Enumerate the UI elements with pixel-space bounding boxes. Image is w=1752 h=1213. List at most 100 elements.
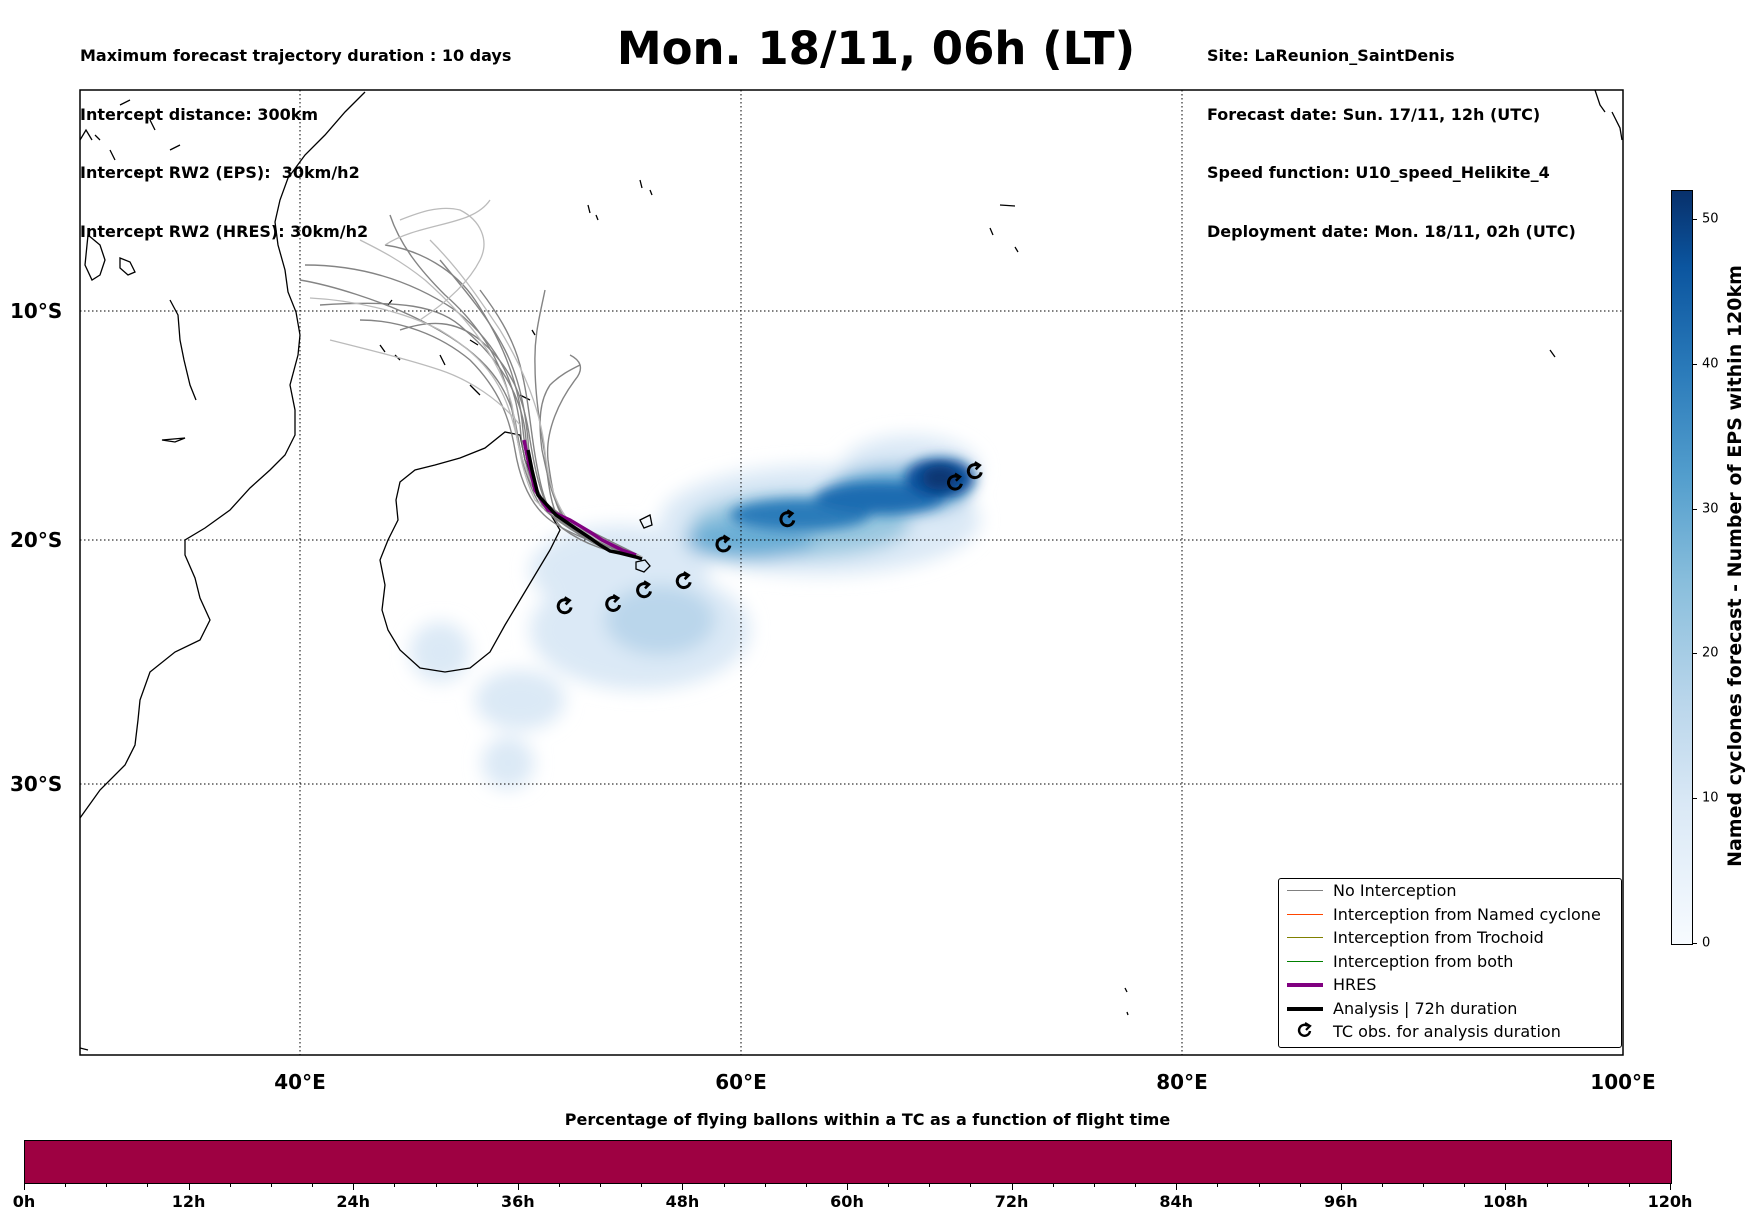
header-right: Site: LaReunion_SaintDenis Forecast date… <box>1207 7 1576 261</box>
tc-observation-marker <box>947 472 963 491</box>
flight-bar-minor-tick <box>558 1183 560 1187</box>
map-frame <box>79 89 1624 1056</box>
lon-label: 100°E <box>1590 1070 1656 1094</box>
legend-item: HRES <box>1279 973 1621 996</box>
flight-bar-tick <box>1011 1183 1013 1190</box>
coastlines <box>80 90 1623 1051</box>
flight-bar-tick <box>1505 1183 1507 1190</box>
africa-coastline <box>80 91 366 819</box>
header-right-line: Site: LaReunion_SaintDenis <box>1207 46 1455 65</box>
legend-label: Analysis | 72h duration <box>1333 998 1518 1018</box>
mozambique-channel-islands <box>169 299 197 401</box>
colorbar-tick <box>1692 219 1697 220</box>
flight-bar-minor-tick <box>1217 1183 1219 1187</box>
flight-bar-tick-label: 96h <box>1323 1192 1358 1211</box>
flight-bar-minor-tick <box>394 1183 396 1187</box>
lat-label: 20°S <box>10 528 63 552</box>
header-left-line: Intercept RW2 (EPS): 30km/h2 <box>80 163 360 182</box>
reunion-coastline <box>635 559 651 573</box>
tc-observation-marker <box>779 509 796 528</box>
madagascar-coastline <box>379 431 561 673</box>
legend-label: No Interception <box>1333 881 1457 900</box>
lon-label: 60°E <box>715 1070 767 1094</box>
flight-bar-title: Percentage of flying ballons within a TC… <box>564 1110 1171 1129</box>
flight-bar-minor-tick <box>270 1183 272 1187</box>
colorbar-tick <box>1692 653 1697 654</box>
header-right-line: Deployment date: Mon. 18/11, 02h (UTC) <box>1207 221 1576 241</box>
flight-bar-minor-tick <box>1464 1183 1466 1187</box>
flight-bar-minor-tick <box>229 1183 231 1187</box>
flight-bar-tick-label: 84h <box>1159 1192 1194 1211</box>
flight-bar-minor-tick <box>929 1183 931 1187</box>
flight-bar-minor-tick <box>970 1183 972 1187</box>
map-legend: No Interception Interception from Named … <box>1278 878 1622 1048</box>
flight-bar-minor-tick <box>1135 1183 1137 1187</box>
flight-bar-tick <box>1670 1183 1671 1190</box>
flight-bar-tick-label: 48h <box>665 1192 700 1211</box>
flight-bar-minor-tick <box>1052 1183 1054 1187</box>
tc-observation-marker <box>605 594 622 612</box>
legend-swatch <box>1287 960 1323 962</box>
colorbar-tick-label: 40 <box>1702 356 1719 372</box>
flight-bar-tick <box>188 1183 190 1190</box>
gridlines <box>80 90 1623 1055</box>
header-left-line: Intercept RW2 (HRES): 30km/h2 <box>80 221 369 241</box>
flight-bar-minor-tick <box>1546 1183 1548 1187</box>
tc-observation-marker <box>556 596 573 615</box>
legend-label: TC obs. for analysis duration <box>1333 1022 1561 1041</box>
header-left-line: Maximum forecast trajectory duration : 1… <box>80 46 512 65</box>
flight-bar-minor-tick <box>1381 1183 1383 1187</box>
flight-bar-minor-tick <box>805 1183 807 1187</box>
flight-bar-minor-tick <box>1299 1183 1301 1187</box>
legend-item: No Interception <box>1279 879 1621 902</box>
legend-swatch <box>1287 913 1323 915</box>
flight-bar-minor-tick <box>888 1183 890 1187</box>
tc-observation-marker <box>715 534 732 553</box>
colorbar-title: Named cyclones forecast - Number of EPS … <box>1724 265 1746 867</box>
flight-bar-tick-label: 72h <box>994 1192 1029 1211</box>
flight-bar-tick <box>682 1183 684 1190</box>
flight-bar-tick-label: 24h <box>336 1192 371 1211</box>
legend-label: Interception from Named cyclone <box>1333 904 1601 924</box>
flight-bar-tick-label: 120h <box>1647 1192 1693 1211</box>
colorbar-tick <box>1692 943 1697 944</box>
flight-bar-minor-tick <box>1587 1183 1589 1187</box>
flight-bar-minor-tick <box>147 1183 149 1187</box>
colorbar-tick-label: 50 <box>1702 211 1719 227</box>
colorbar-tick <box>1692 798 1697 799</box>
header-right-line: Forecast date: Sun. 17/11, 12h (UTC) <box>1207 104 1541 124</box>
lat-label: 30°S <box>10 772 63 796</box>
tc-observation-marker <box>675 571 692 589</box>
legend-swatch <box>1287 983 1323 987</box>
flight-bar-minor-tick <box>1423 1183 1425 1187</box>
flight-bar-minor-tick <box>106 1183 108 1187</box>
colorbar-tick-label: 10 <box>1702 790 1719 806</box>
flight-bar-minor-tick <box>476 1183 478 1187</box>
flight-bar-tick <box>1340 1183 1342 1190</box>
tc-observation-markers <box>556 461 983 615</box>
flight-bar-tick-label: 36h <box>500 1192 535 1211</box>
lon-label: 40°E <box>274 1070 326 1094</box>
legend-item: Interception from both <box>1279 950 1621 973</box>
flight-bar-minor-tick <box>1093 1183 1095 1187</box>
flight-bar-tick <box>517 1183 519 1190</box>
legend-item: TC obs. for analysis duration <box>1279 1020 1621 1043</box>
colorbar-tick-label: 30 <box>1702 501 1719 517</box>
flight-bar-tick <box>353 1183 355 1190</box>
flight-bar-tick <box>1176 1183 1178 1190</box>
lat-label: 10°S <box>10 299 63 323</box>
colorbar-tick-label: 20 <box>1702 645 1719 661</box>
flight-bar-minor-tick <box>641 1183 643 1187</box>
header-right-line: Speed function: U10_speed_Helikite_4 <box>1207 163 1550 182</box>
legend-item: Analysis | 72h duration <box>1279 997 1621 1020</box>
legend-label: Interception from both <box>1333 951 1514 971</box>
flight-bar-minor-tick <box>764 1183 766 1187</box>
density-colorbar <box>1671 190 1693 945</box>
colorbar-tick <box>1692 364 1697 365</box>
legend-item: Interception from Trochoid <box>1279 926 1621 949</box>
flight-time-bar <box>24 1140 1672 1184</box>
colorbar-tick <box>1692 509 1697 510</box>
tc-observation-marker <box>636 580 652 599</box>
flight-bar-minor-tick <box>1628 1183 1630 1187</box>
flight-bar-tick-label: 60h <box>830 1192 864 1211</box>
